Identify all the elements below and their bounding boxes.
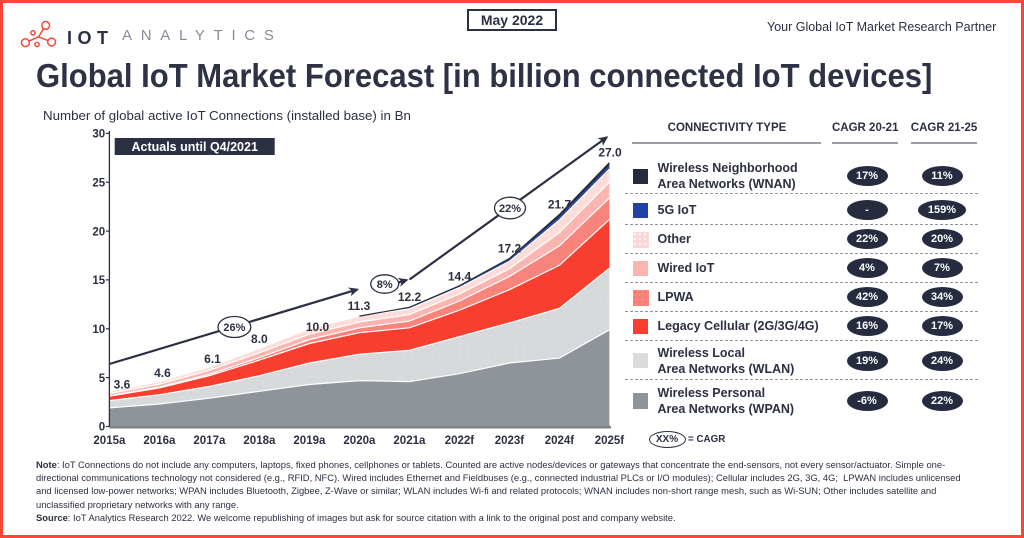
svg-text:2023f: 2023f — [495, 435, 525, 447]
svg-text:8%: 8% — [377, 279, 393, 291]
svg-text:17.2: 17.2 — [498, 242, 522, 256]
svg-text:27.0: 27.0 — [598, 146, 622, 160]
svg-text:11.3: 11.3 — [348, 299, 371, 313]
svg-text:2017a: 2017a — [193, 435, 226, 447]
svg-text:2021a: 2021a — [393, 435, 426, 447]
svg-text:15: 15 — [92, 275, 105, 287]
svg-text:14.4: 14.4 — [448, 270, 472, 284]
svg-text:3.6: 3.6 — [114, 378, 131, 392]
svg-text:2022f: 2022f — [445, 435, 475, 447]
svg-text:20: 20 — [92, 226, 105, 238]
svg-text:10: 10 — [92, 324, 105, 336]
svg-text:2016a: 2016a — [143, 435, 176, 447]
svg-text:2020a: 2020a — [343, 435, 376, 447]
svg-text:12.2: 12.2 — [398, 290, 422, 304]
svg-text:4.6: 4.6 — [154, 366, 171, 380]
svg-text:2024f: 2024f — [545, 435, 575, 447]
svg-text:5: 5 — [99, 373, 106, 385]
svg-text:25: 25 — [92, 177, 105, 189]
svg-text:6.1: 6.1 — [204, 352, 221, 366]
svg-text:2019a: 2019a — [293, 435, 326, 447]
svg-text:0: 0 — [99, 422, 105, 434]
svg-text:Actuals until Q4/2021: Actuals until Q4/2021 — [131, 140, 257, 154]
svg-text:26%: 26% — [223, 322, 245, 334]
svg-text:8.0: 8.0 — [251, 332, 268, 346]
svg-text:22%: 22% — [499, 203, 521, 215]
svg-text:2015a: 2015a — [93, 435, 126, 447]
svg-text:2025f: 2025f — [595, 435, 625, 447]
svg-text:30: 30 — [92, 129, 105, 141]
svg-text:21.7: 21.7 — [548, 198, 572, 212]
svg-text:10.0: 10.0 — [306, 320, 330, 334]
svg-text:2018a: 2018a — [243, 435, 276, 447]
